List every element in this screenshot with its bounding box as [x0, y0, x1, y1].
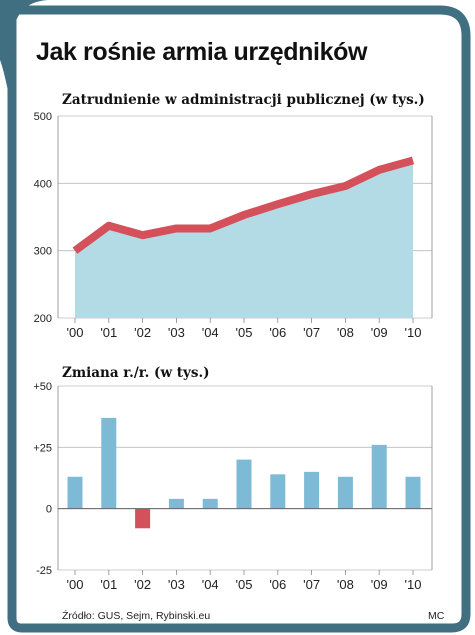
x-tick-label: '02 [134, 577, 151, 592]
x-tick-label: '07 [303, 577, 320, 592]
bar [405, 476, 421, 509]
y-tick-label: 300 [34, 246, 52, 258]
x-tick-label: '08 [337, 577, 354, 592]
bar [304, 471, 320, 509]
x-tick-label: '09 [371, 577, 388, 592]
y-tick-label: +25 [33, 442, 52, 454]
x-tick-label: '06 [269, 577, 286, 592]
x-tick-label: '09 [371, 325, 388, 340]
x-tick-label: '01 [100, 325, 117, 340]
y-tick-label: 400 [34, 178, 52, 190]
x-tick-label: '07 [303, 325, 320, 340]
bar [371, 444, 387, 509]
x-tick-label: '04 [202, 577, 219, 592]
x-tick-label: '05 [236, 325, 253, 340]
bar [67, 476, 83, 509]
x-tick-label: '01 [100, 577, 117, 592]
y-tick-label: -25 [36, 565, 52, 577]
page-title: Jak rośnie armia urzędników [36, 38, 367, 66]
x-tick-label: '03 [168, 577, 185, 592]
bar [202, 498, 218, 509]
x-tick-label: '06 [269, 325, 286, 340]
chart-title: Zmiana r./r. (w tys.) [62, 365, 210, 381]
bar [168, 498, 184, 509]
bar [337, 476, 353, 509]
x-tick-label: '00 [67, 577, 84, 592]
x-tick-label: '04 [202, 325, 219, 340]
source-note: Źródło: GUS, Sejm, Rybinski.eu [62, 609, 210, 622]
x-tick-label: '05 [236, 577, 253, 592]
x-tick-label: '02 [134, 325, 151, 340]
bar [135, 508, 151, 529]
area-fill [75, 160, 413, 318]
x-tick-label: '03 [168, 325, 185, 340]
x-tick-label: '10 [405, 577, 422, 592]
y-tick-label: 200 [34, 313, 52, 325]
x-tick-label: '10 [405, 325, 422, 340]
employment-chart: Zatrudnienie w administracji publicznej … [34, 92, 433, 340]
x-tick-label: '00 [67, 325, 84, 340]
chart-title: Zatrudnienie w administracji publicznej … [62, 92, 425, 108]
x-tick-label: '08 [337, 325, 354, 340]
y-tick-label: 500 [34, 111, 52, 123]
bar [270, 474, 286, 509]
bar [101, 417, 117, 509]
y-tick-label: +50 [33, 381, 52, 393]
bar [236, 459, 252, 509]
change-chart: Zmiana r./r. (w tys.) -25 0 +25 +50 '00 '01 '02… [33, 365, 433, 592]
author-credit: MC [428, 610, 445, 622]
y-tick-label: 0 [46, 504, 52, 516]
